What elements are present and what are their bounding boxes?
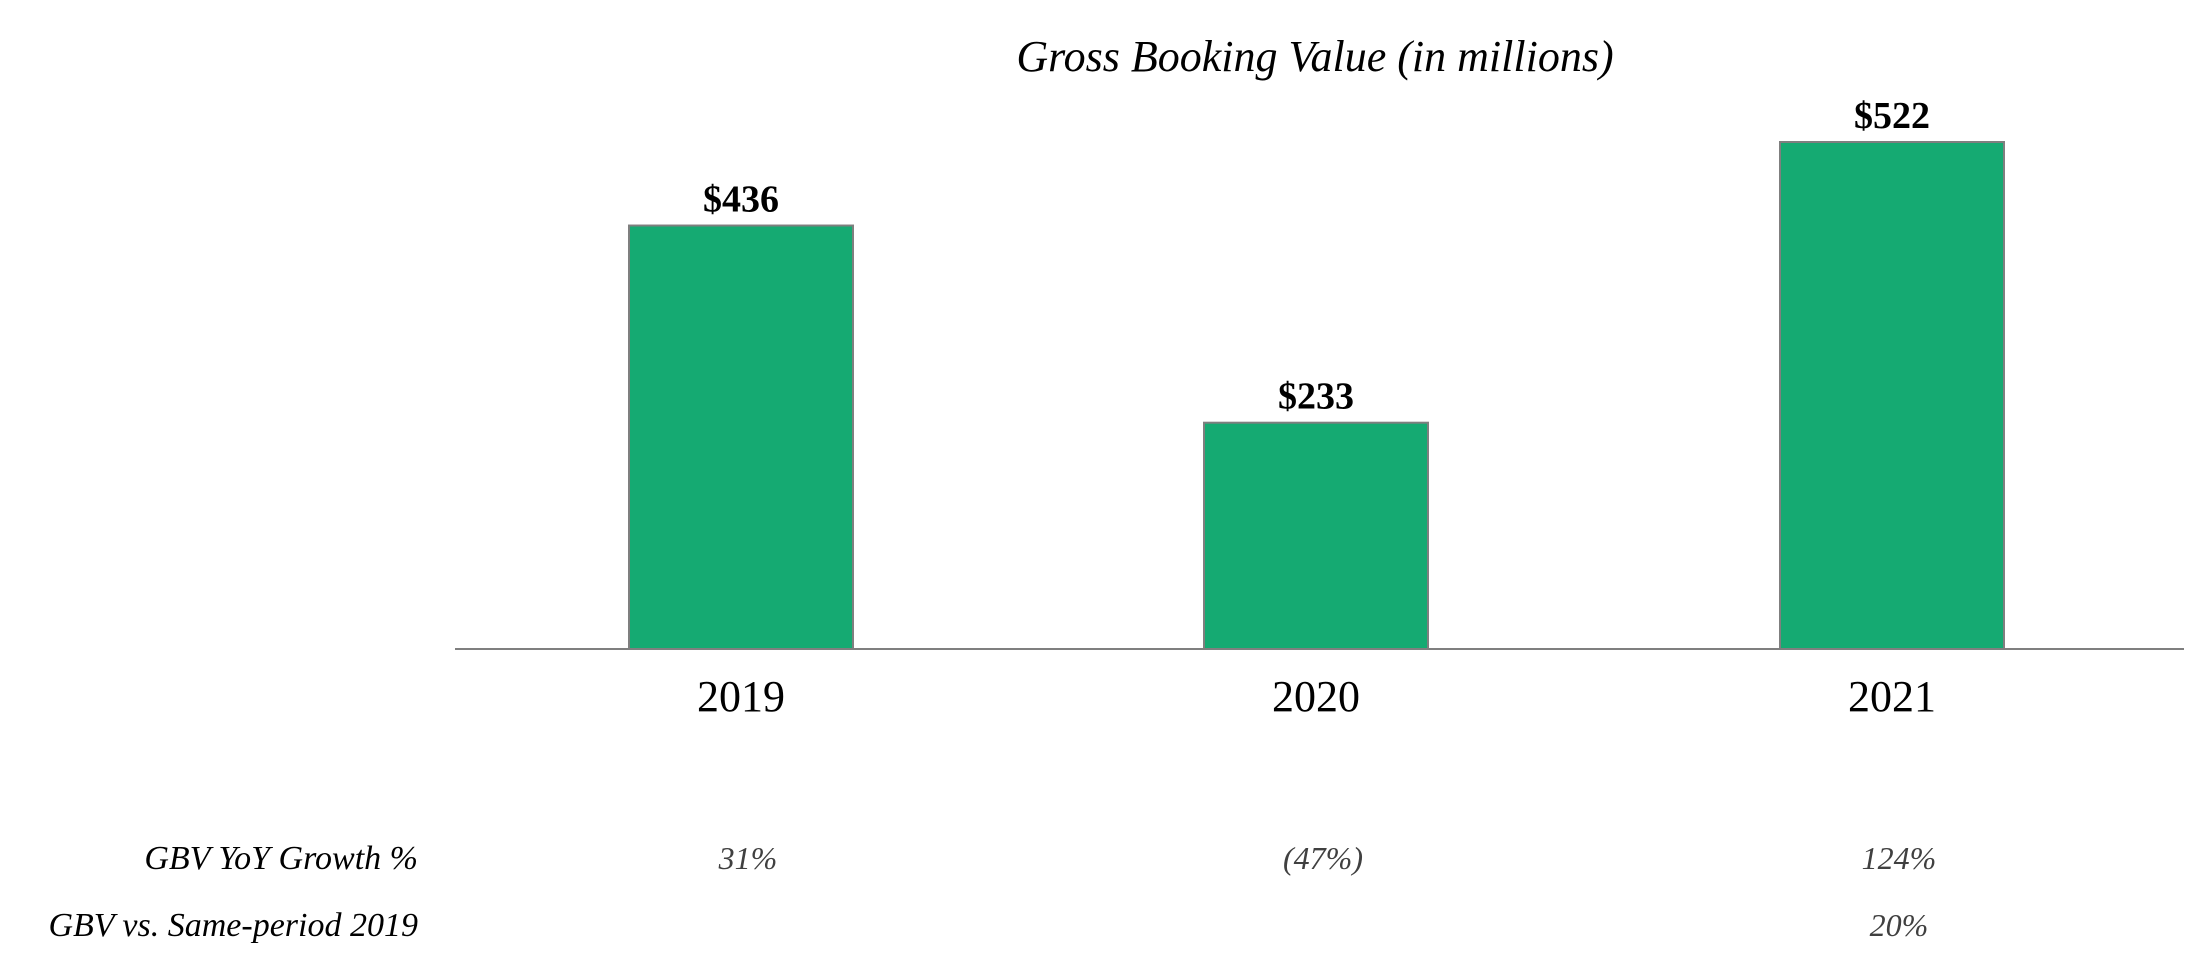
table-cell: (47%)	[1283, 840, 1363, 876]
bar-group: $436 $233 $522	[628, 95, 2005, 650]
chart-title: Gross Booking Value (in millions)	[1016, 32, 1613, 81]
table-row-label: GBV YoY Growth %	[144, 840, 418, 877]
x-tick-2021: 2021	[1848, 672, 1936, 721]
table-row-label: GBV vs. Same-period 2019	[48, 907, 418, 944]
data-label-2019: $436	[703, 179, 779, 221]
table-cell: 124%	[1862, 840, 1937, 876]
data-label-2021: $522	[1854, 95, 1930, 137]
bar-2020	[1203, 421, 1429, 650]
x-tick-2020: 2020	[1272, 672, 1360, 721]
x-tick-labels: 2019 2020 2021	[697, 672, 1936, 721]
table-cell: 31%	[718, 840, 778, 876]
x-tick-2019: 2019	[697, 672, 785, 721]
table-cell: 20%	[1870, 907, 1929, 943]
bar-2019	[628, 224, 854, 650]
bar-2021	[1779, 141, 2005, 650]
data-label-2020: $233	[1278, 376, 1354, 418]
metrics-table: GBV YoY Growth % 31% (47%) 124% GBV vs. Same…	[48, 840, 1936, 944]
